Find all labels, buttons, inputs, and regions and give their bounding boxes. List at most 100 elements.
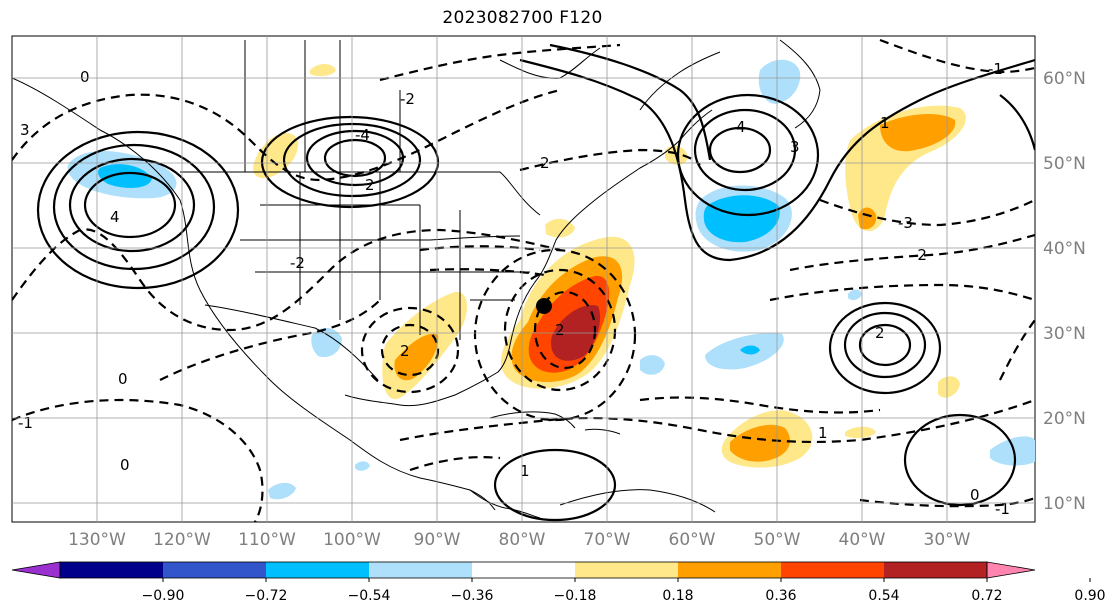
contour-dashed-layer [12,38,1035,522]
coastline-hispaniola [584,428,621,435]
contour-high-plains-1 [323,138,387,178]
lat-label: 10°N [1043,494,1086,514]
contour-dashed-trough-8 [769,283,1035,302]
border-states-1 [240,172,461,340]
contour-dashed-mid-1 [419,245,541,252]
graticule [12,36,1035,522]
contour-high-atlantic-2 [843,311,927,379]
contour-label: 0 [118,370,128,388]
colorbar-tick-label: 0.54 [868,588,899,604]
lon-label: 120°W [153,530,211,550]
lon-label: 100°W [323,530,381,550]
colorbar-segment [678,562,782,578]
lon-label: 70°W [584,530,631,550]
contour-dashed-north-2 [879,38,1035,74]
colorbar-tick-label: −0.18 [554,588,597,604]
contour-high-pacific-4 [36,130,240,290]
colorbar-segment [369,562,473,578]
map-frame [11,35,1036,523]
contour-high-labrador-1 [708,126,772,174]
coastline-cuba [489,411,576,429]
warm-anomaly-canada [310,64,336,77]
lon-label: 130°W [68,530,126,550]
contour-high-pacific-2 [68,157,196,253]
contour-high-pacific-3 [52,143,216,271]
contour-dashed-east-1 [999,319,1035,381]
contour-high-plains-4 [260,115,440,209]
border-states-2 [429,235,530,301]
contour-label: -2 [400,90,415,108]
contour-solid-east-wave [519,58,1035,262]
contour-label: 4 [110,208,120,226]
cold-anomaly-pacific-nw-core [98,164,152,188]
longitude-labels: 130°W 120°W 110°W 100°W 90°W 80°W 70°W 6… [68,530,971,550]
contour-solid-far-north [999,94,1035,151]
contour-dashed-trough-5 [399,398,1035,444]
contour-layer [36,43,1035,522]
contour-label: -4 [355,126,370,144]
contour-dashed-north-3 [519,148,701,172]
colorbar-tick-label: 0.18 [662,588,693,604]
contour-label: 4 [736,118,746,136]
contour-low-east-coast-1 [533,290,597,370]
contour-high-caribbean [493,448,617,522]
cold-anomaly-baja [268,482,296,500]
coastline-gulf [344,344,511,407]
contour-label: 0 [80,68,90,86]
cold-anomaly-tiny-2 [355,461,370,471]
colorbar: −0.90 −0.72 −0.54 −0.36 −0.18 0.18 0.36 0.54 0.7… [11,561,1105,604]
lon-label: 110°W [238,530,296,550]
contour-dashed-trough-3 [159,299,381,381]
coastline-north-america-west [12,77,496,511]
colorbar-tick-label: 0.36 [765,588,796,604]
colorbar-segment [163,562,267,578]
colorbar-tick-label: −0.36 [451,588,494,604]
contour-dashed-trough-9 [819,198,1035,227]
map-title: 2023082700 F120 [442,8,603,28]
lon-label: 90°W [414,530,461,550]
warm-anomaly-mid-atlantic [845,426,876,439]
colorbar-tick-label: 0.72 [971,588,1002,604]
warm-anomaly-gulf-orange [394,333,439,381]
colorbar-tick-label: −0.90 [142,588,185,604]
contour-label: 3 [790,138,800,156]
contour-label: -2 [290,254,305,272]
warm-anomaly-east-atlantic [938,376,960,398]
lon-label: 30°W [924,530,971,550]
contour-dashed-trough-6 [639,396,881,414]
colorbar-tick-label: −0.54 [348,588,391,604]
contour-label: -2 [912,246,927,264]
contour-label: 3 [20,121,30,139]
contour-dashed-trough-1 [12,88,561,182]
contour-low-gulf-1 [380,323,440,377]
colorbar-segment [781,562,885,578]
colorbar-tick-label: 0.90 [1074,588,1105,604]
contour-low-east-coast-2 [503,268,617,392]
location-marker [536,298,552,314]
colorbar-extend-left [11,561,61,579]
contour-high-east-atlantic [903,413,1017,507]
contour-high-labrador-3 [676,93,820,217]
contour-label: 1 [818,424,828,442]
border-us-canada [180,171,541,216]
contour-label: -1 [995,500,1010,518]
contour-label: 1 [520,462,530,480]
colorbar-segment [60,562,164,578]
cold-anomaly-mexico [311,327,342,358]
warm-anomaly-atlantic-south-orange [730,424,790,462]
contour-label: 2 [555,321,565,339]
lon-label: 50°W [754,530,801,550]
lat-label: 50°N [1043,154,1086,174]
contour-high-labrador-2 [693,108,797,192]
contour-label: -1 [18,414,33,432]
lat-label: 60°N [1043,69,1086,89]
contour-label: 1 [880,114,890,132]
contour-high-atlantic-1 [858,323,912,367]
coastline-greenland [779,39,821,129]
cold-anomaly-caribbean [640,355,665,375]
cold-anomaly-tiny-1 [848,289,862,301]
cold-anomaly-labrador [758,59,801,104]
contour-dashed-trough-7 [789,233,1035,272]
contour-label: 2 [365,176,375,194]
lon-label: 60°W [669,530,716,550]
